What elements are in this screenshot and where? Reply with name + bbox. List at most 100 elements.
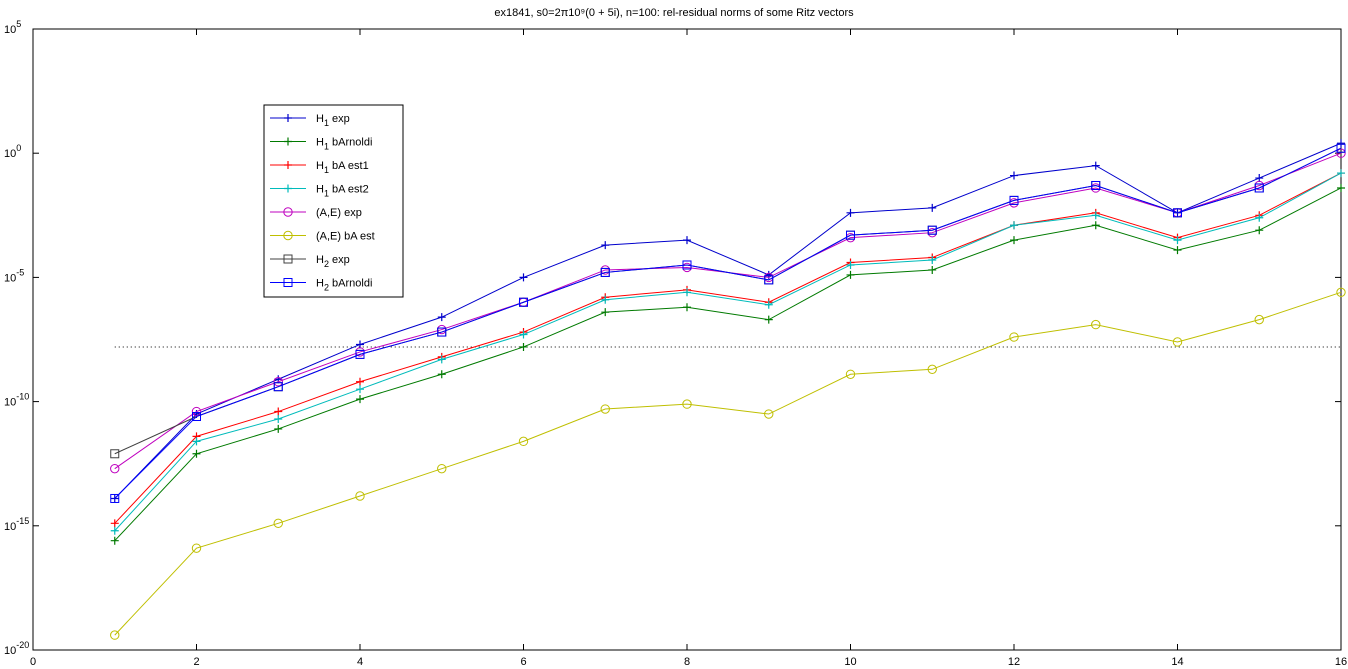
legend-item: (A,E) exp — [270, 207, 362, 219]
plot-area — [32, 28, 1342, 651]
data-point — [1091, 211, 1100, 220]
series-line — [114, 291, 1342, 636]
data-point — [1010, 171, 1018, 180]
x-tick-label: 4 — [357, 656, 363, 668]
data-point — [1173, 236, 1182, 245]
data-point — [192, 412, 201, 422]
y-tick-label: 10-10 — [4, 392, 29, 409]
data-point — [683, 303, 691, 312]
data-point — [283, 254, 293, 264]
data-point — [927, 225, 937, 235]
chart-title: ex1841, s0=2π10⁹(0 + 5i), n=100: rel-res… — [494, 7, 854, 19]
series-line — [114, 172, 1342, 524]
legend: H1 exp H1 bArnoldi H1 bA est1 H1 bA est2 (A,… — [263, 104, 404, 298]
data-point — [683, 288, 691, 297]
data-point — [1337, 139, 1345, 148]
data-point — [1255, 174, 1264, 183]
legend-item: H1 bA est2 — [270, 184, 369, 199]
data-point — [600, 404, 610, 414]
x-tick-label: 12 — [1008, 656, 1020, 668]
series-7 — [110, 143, 1346, 503]
data-point — [110, 536, 119, 545]
data-point — [191, 543, 202, 553]
data-point — [273, 382, 283, 392]
data-point — [191, 406, 202, 417]
data-point — [356, 377, 364, 386]
data-point — [928, 203, 937, 212]
y-tick-label: 10-15 — [4, 516, 29, 533]
legend-item: (A,E) bA est — [270, 231, 375, 243]
legend-item: H2 bArnoldi — [270, 278, 372, 293]
data-point — [110, 493, 120, 503]
data-point — [437, 327, 447, 337]
data-point — [1173, 208, 1182, 218]
legend-item: H1 bA est1 — [270, 160, 369, 175]
x-tick-label: 2 — [193, 656, 199, 668]
data-point — [682, 399, 692, 409]
data-point — [110, 630, 120, 640]
data-point — [192, 449, 201, 458]
data-point — [283, 278, 293, 287]
legend-label: H2 bArnoldi — [316, 278, 372, 293]
data-point — [283, 230, 293, 241]
x-tick-label: 6 — [520, 656, 526, 668]
data-point — [1091, 221, 1100, 230]
data-point — [519, 330, 528, 339]
series-0 — [110, 139, 1345, 503]
data-point — [1254, 183, 1264, 193]
series-line — [114, 187, 1342, 542]
y-tick-label: 105 — [4, 19, 21, 36]
data-point — [1254, 314, 1264, 325]
data-point — [110, 526, 119, 535]
legend-box — [263, 104, 404, 298]
data-point — [1336, 287, 1346, 298]
data-point — [1337, 169, 1345, 178]
data-point — [764, 315, 773, 324]
data-point — [1173, 246, 1182, 255]
data-point — [519, 273, 528, 282]
x-tick-label: 0 — [30, 656, 36, 668]
data-point — [764, 275, 774, 285]
data-point — [1010, 236, 1018, 245]
data-point — [682, 260, 692, 270]
data-point — [274, 424, 283, 433]
data-point — [284, 184, 292, 193]
y-tick-label: 10-20 — [4, 640, 29, 657]
data-point — [284, 161, 292, 169]
data-point — [601, 241, 610, 250]
data-point — [600, 267, 610, 277]
data-point — [519, 342, 528, 351]
data-point — [273, 377, 283, 387]
data-point — [1009, 332, 1019, 342]
data-point — [1172, 337, 1183, 347]
legend-label: H1 bA est1 — [316, 160, 369, 175]
data-point — [846, 208, 855, 217]
data-point — [274, 407, 283, 416]
data-point — [1255, 226, 1264, 235]
data-point — [437, 313, 446, 322]
data-point — [1009, 195, 1019, 205]
legend-item: H1 bArnoldi — [270, 137, 372, 152]
data-point — [1091, 161, 1100, 170]
series-3 — [110, 169, 1345, 535]
data-point — [846, 260, 855, 269]
axes-layer: 0 2 4 6 8 10 12 14 16 105 100 10-5 10-10 10-15 10-20 — [4, 19, 1347, 668]
data-point — [355, 491, 365, 501]
data-point — [356, 340, 364, 349]
data-point — [1337, 183, 1345, 192]
data-point — [927, 364, 937, 375]
legend-item: H2 exp — [270, 254, 350, 269]
data-point — [1010, 221, 1018, 230]
data-point — [519, 297, 528, 307]
series-layer — [110, 139, 1346, 640]
data-point — [764, 409, 774, 419]
legend-label: H1 bA est2 — [316, 184, 369, 199]
data-point — [928, 256, 937, 265]
data-point — [846, 230, 855, 240]
data-point — [284, 114, 292, 122]
series-line — [114, 147, 1342, 499]
data-point — [845, 369, 856, 379]
data-point — [274, 414, 283, 423]
series-5 — [110, 287, 1346, 640]
data-point — [110, 449, 120, 459]
